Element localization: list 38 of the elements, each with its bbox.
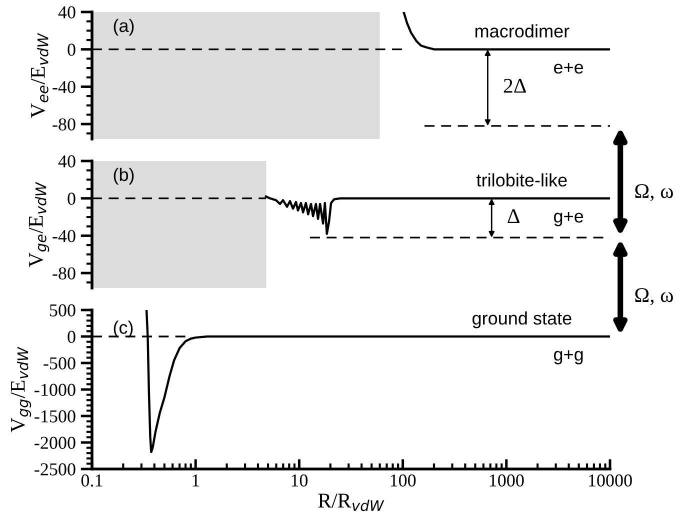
y-tick-label: -1500 xyxy=(34,410,76,422)
annotation: g+g xyxy=(554,350,583,364)
x-tick-label: 100 xyxy=(390,474,416,487)
x-tick-label: 1000 xyxy=(490,474,524,487)
y-tick-label: 40 xyxy=(58,155,76,168)
annotation: 2Δ xyxy=(504,78,526,93)
annotation: ground state xyxy=(472,311,572,328)
y-tick-label: 0 xyxy=(68,330,76,343)
x-tick-label: 1 xyxy=(192,474,200,486)
x-axis-title: R/R$_{vdW}$ xyxy=(318,494,384,512)
annotation: Δ xyxy=(508,209,520,223)
annotation: macrodimer xyxy=(475,24,570,38)
y-axis-title: V$_{ee}$/E$_{vdW}$ xyxy=(30,32,48,118)
annotation: trilobite-like xyxy=(476,173,567,187)
annotation: (b) xyxy=(114,168,134,185)
annotation: (a) xyxy=(114,18,134,36)
y-tick-label: 40 xyxy=(58,6,76,18)
y-tick-label: 0 xyxy=(68,192,76,205)
y-tick-label: -80 xyxy=(52,118,76,130)
annotation: (c) xyxy=(114,320,133,338)
y-tick-label: 0 xyxy=(68,44,76,56)
y-tick-label: -2000 xyxy=(34,436,76,449)
x-tick-label: 10 xyxy=(292,474,308,487)
x-tick-label: 10000 xyxy=(589,474,632,487)
y-tick-label: 500 xyxy=(50,304,76,316)
text: Ω, ω xyxy=(635,184,673,202)
x-tick-label: 0.1 xyxy=(81,474,102,487)
annotation: e+e xyxy=(554,63,584,74)
y-tick-label: -1000 xyxy=(34,384,76,396)
y-tick-label: -80 xyxy=(52,267,76,280)
text: Ω, ω xyxy=(635,288,673,306)
y-tick-label: -40 xyxy=(52,230,76,242)
y-tick-label: -500 xyxy=(44,357,76,370)
annotation: g+e xyxy=(554,212,584,226)
y-tick-label: -2500 xyxy=(34,463,76,476)
y-axis-title: V$_{gg}$/E$_{vdW}$ xyxy=(10,346,32,432)
y-axis-title: V$_{ge}$/E$_{vdW}$ xyxy=(28,182,50,268)
y-tick-label: -40 xyxy=(52,80,76,94)
